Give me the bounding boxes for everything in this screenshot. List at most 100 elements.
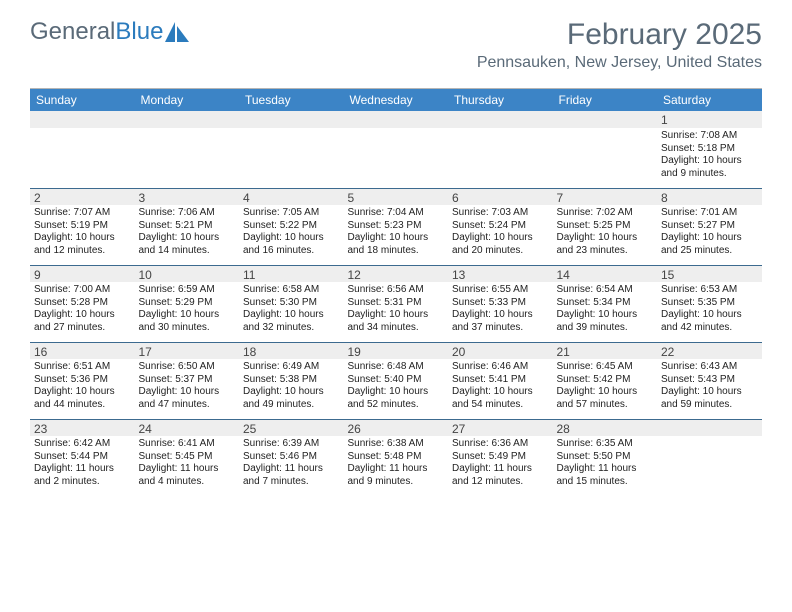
daylight-label: Daylight: 10 hours and 57 minutes.: [557, 386, 654, 411]
daylight-label: Daylight: 11 hours and 9 minutes.: [348, 463, 445, 488]
day-cell: [135, 128, 240, 188]
sunrise-label: Sunrise: 6:45 AM: [557, 361, 654, 374]
daylight-label: Daylight: 10 hours and 23 minutes.: [557, 232, 654, 257]
daylight-label: Daylight: 10 hours and 12 minutes.: [34, 232, 131, 257]
day-cell: Sunrise: 7:04 AMSunset: 5:23 PMDaylight:…: [344, 205, 449, 265]
calendar: Sunday Monday Tuesday Wednesday Thursday…: [30, 88, 762, 496]
day-content-row: Sunrise: 7:08 AMSunset: 5:18 PMDaylight:…: [30, 128, 762, 188]
daylight-label: Daylight: 11 hours and 12 minutes.: [452, 463, 549, 488]
sunrise-label: Sunrise: 6:53 AM: [661, 284, 758, 297]
day-number: [448, 111, 553, 128]
sunset-label: Sunset: 5:35 PM: [661, 297, 758, 310]
day-number: 18: [239, 342, 344, 359]
day-cell: Sunrise: 6:55 AMSunset: 5:33 PMDaylight:…: [448, 282, 553, 342]
day-number: 19: [344, 342, 449, 359]
day-cell: Sunrise: 6:56 AMSunset: 5:31 PMDaylight:…: [344, 282, 449, 342]
day-number: 2: [30, 188, 135, 205]
sunset-label: Sunset: 5:25 PM: [557, 220, 654, 233]
day-number: 10: [135, 265, 240, 282]
weekday-header: Thursday: [448, 89, 553, 111]
sunset-label: Sunset: 5:24 PM: [452, 220, 549, 233]
sunset-label: Sunset: 5:33 PM: [452, 297, 549, 310]
sunrise-label: Sunrise: 6:38 AM: [348, 438, 445, 451]
day-number: [239, 111, 344, 128]
day-number: 27: [448, 419, 553, 436]
daylight-label: Daylight: 10 hours and 47 minutes.: [139, 386, 236, 411]
day-number: 16: [30, 342, 135, 359]
sunset-label: Sunset: 5:23 PM: [348, 220, 445, 233]
day-cell: Sunrise: 7:03 AMSunset: 5:24 PMDaylight:…: [448, 205, 553, 265]
daylight-label: Daylight: 10 hours and 18 minutes.: [348, 232, 445, 257]
daylight-label: Daylight: 10 hours and 32 minutes.: [243, 309, 340, 334]
weekday-header: Saturday: [657, 89, 762, 111]
day-cell: Sunrise: 7:06 AMSunset: 5:21 PMDaylight:…: [135, 205, 240, 265]
day-content-row: Sunrise: 7:00 AMSunset: 5:28 PM Daylight:…: [30, 282, 762, 342]
sunset-label: Sunset: 5:42 PM: [557, 374, 654, 387]
sunrise-label: Sunrise: 7:06 AM: [139, 207, 236, 220]
sunset-label: Sunset: 5:45 PM: [139, 451, 236, 464]
daylight-label: Daylight: 10 hours and 52 minutes.: [348, 386, 445, 411]
daylight-label: Daylight: 10 hours and 16 minutes.: [243, 232, 340, 257]
daylight-label: Daylight: 11 hours and 15 minutes.: [557, 463, 654, 488]
day-cell: Sunrise: 6:53 AMSunset: 5:35 PMDaylight:…: [657, 282, 762, 342]
day-number: 8: [657, 188, 762, 205]
day-cell: Sunrise: 6:35 AMSunset: 5:50 PMDaylight:…: [553, 436, 658, 496]
page-header: GeneralBlue February 2025 Pennsauken, Ne…: [0, 0, 792, 80]
sunset-label: Sunset: 5:30 PM: [243, 297, 340, 310]
sunrise-label: Sunrise: 6:55 AM: [452, 284, 549, 297]
day-cell: [657, 436, 762, 496]
day-cell: Sunrise: 6:41 AMSunset: 5:45 PMDaylight:…: [135, 436, 240, 496]
sunrise-label: Sunrise: 7:05 AM: [243, 207, 340, 220]
location-label: Pennsauken, New Jersey, United States: [477, 54, 762, 72]
day-number-row: 9101112131415: [30, 265, 762, 282]
day-cell: Sunrise: 6:46 AMSunset: 5:41 PMDaylight:…: [448, 359, 553, 419]
daylight-label: Daylight: 11 hours and 2 minutes.: [34, 463, 131, 488]
day-number-row: 2345678: [30, 188, 762, 205]
day-cell: Sunrise: 6:51 AMSunset: 5:36 PMDaylight:…: [30, 359, 135, 419]
daylight-label: Daylight: 10 hours and 9 minutes.: [661, 155, 758, 180]
sunrise-label: Sunrise: 6:58 AM: [243, 284, 340, 297]
sunrise-label: Sunrise: 6:51 AM: [34, 361, 131, 374]
day-cell: [30, 128, 135, 188]
day-cell: Sunrise: 7:00 AMSunset: 5:28 PMDaylight:…: [30, 282, 135, 342]
daylight-label: Daylight: 10 hours and 42 minutes.: [661, 309, 758, 334]
day-cell: Sunrise: 6:43 AMSunset: 5:43 PMDaylight:…: [657, 359, 762, 419]
sunrise-label: Sunrise: 6:49 AM: [243, 361, 340, 374]
sunset-label: Sunset: 5:18 PM: [661, 143, 758, 156]
day-cell: Sunrise: 6:39 AMSunset: 5:46 PMDaylight:…: [239, 436, 344, 496]
day-number: 17: [135, 342, 240, 359]
sunset-label: Sunset: 5:46 PM: [243, 451, 340, 464]
daylight-label: Daylight: 10 hours and 49 minutes.: [243, 386, 340, 411]
day-cell: Sunrise: 6:48 AMSunset: 5:40 PMDaylight:…: [344, 359, 449, 419]
sunset-label: Sunset: 5:38 PM: [243, 374, 340, 387]
day-cell: [448, 128, 553, 188]
daylight-label: Daylight: 10 hours and 59 minutes.: [661, 386, 758, 411]
sunrise-label: Sunrise: 7:00 AM: [34, 284, 131, 297]
day-number: 13: [448, 265, 553, 282]
day-number: [344, 111, 449, 128]
day-number: 24: [135, 419, 240, 436]
day-cell: Sunrise: 6:50 AMSunset: 5:37 PMDaylight:…: [135, 359, 240, 419]
brand-part2: Blue: [115, 18, 163, 46]
sunrise-label: Sunrise: 6:43 AM: [661, 361, 758, 374]
day-number: 28: [553, 419, 658, 436]
day-content-row: Sunrise: 6:42 AMSunset: 5:44 PMDaylight:…: [30, 436, 762, 496]
day-number: 23: [30, 419, 135, 436]
day-number: [135, 111, 240, 128]
day-number: 4: [239, 188, 344, 205]
sunset-label: Sunset: 5:34 PM: [557, 297, 654, 310]
sunset-label: Sunset: 5:28 PM: [34, 297, 131, 310]
day-number: 6: [448, 188, 553, 205]
day-number: 9: [30, 265, 135, 282]
daylight-label: Daylight: 11 hours and 4 minutes.: [139, 463, 236, 488]
sunrise-label: Sunrise: 6:41 AM: [139, 438, 236, 451]
sunset-label: Sunset: 5:29 PM: [139, 297, 236, 310]
day-number-row: 16171819202122: [30, 342, 762, 359]
day-number: [553, 111, 658, 128]
sunrise-label: Sunrise: 6:59 AM: [139, 284, 236, 297]
sunrise-label: Sunrise: 7:04 AM: [348, 207, 445, 220]
sunrise-label: Sunrise: 7:02 AM: [557, 207, 654, 220]
day-cell: Sunrise: 6:54 AMSunset: 5:34 PMDaylight:…: [553, 282, 658, 342]
sunrise-label: Sunrise: 6:48 AM: [348, 361, 445, 374]
day-cell: Sunrise: 7:01 AMSunset: 5:27 PMDaylight:…: [657, 205, 762, 265]
